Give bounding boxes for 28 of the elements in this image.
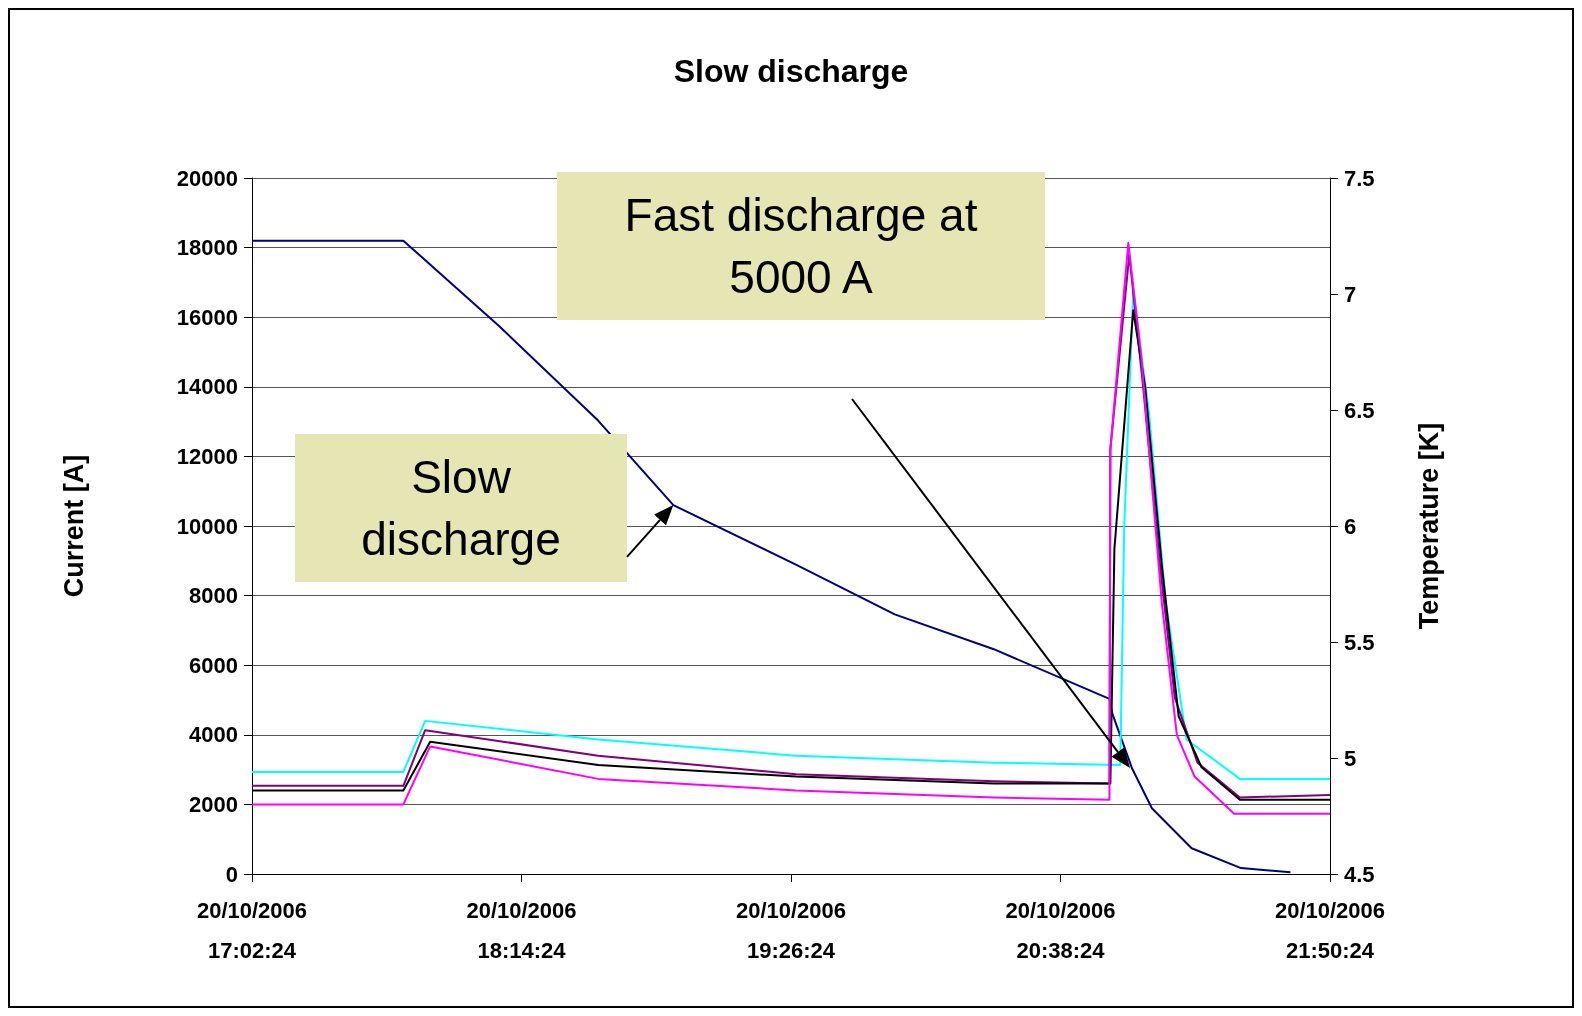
y2-tick-label: 5 [1344,745,1357,771]
annotation: Fast discharge at 5000 A [557,172,1045,320]
y-tick-label: 14000 [176,374,238,400]
chart-title: Slow discharge [673,53,909,89]
x-tick-label: 20/10/2006 18:14:24 [466,897,577,963]
y-tick-label: 16000 [176,304,238,330]
x-tick-label: 20/10/2006 19:26:24 [735,897,847,963]
y2-tick-label: 7 [1344,281,1357,307]
x-tick-label: 20/10/2006 21:50:24 [1274,897,1386,963]
y2-tick-label: 4.5 [1344,861,1375,887]
y-tick-label: 2000 [189,791,238,817]
y2-axis-title: Temperature [K] [1413,422,1444,630]
y-tick-label: 12000 [176,443,238,469]
y-axis-title: Current [A] [58,454,89,598]
y2-tick-label: 6 [1344,513,1357,539]
y-tick-label: 10000 [176,513,238,539]
y-tick-label: 18000 [176,235,238,261]
y2-tick-label: 5.5 [1344,629,1375,655]
annotation: Slow discharge [295,434,627,582]
x-tick-label: 20/10/2006 17:02:24 [196,897,308,963]
y-tick-label: 20000 [176,165,238,191]
y-tick-label: 6000 [189,652,238,678]
y-tick-label: 4000 [189,722,238,748]
y-tick-label: 8000 [189,583,238,609]
y2-tick-label: 6.5 [1344,397,1375,423]
x-tick-label: 20/10/2006 20:38:24 [1005,897,1116,963]
y2-tick-label: 7.5 [1344,165,1375,191]
y-tick-label: 0 [225,861,238,887]
